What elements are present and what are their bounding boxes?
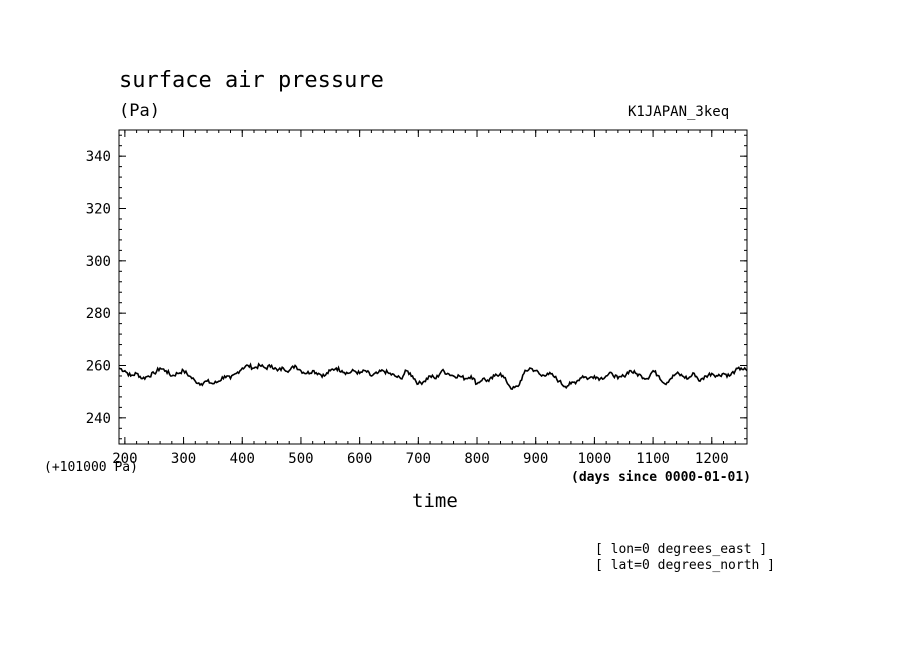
lon-annotation: [ lon=0 degrees_east ] <box>595 542 768 557</box>
y-tick-label: 280 <box>86 306 111 322</box>
axis-ticks <box>119 130 748 444</box>
x-tick-label: 300 <box>171 451 196 467</box>
y-offset-note: (+101000 Pa) <box>44 460 138 475</box>
y-tick-label: 240 <box>86 411 111 427</box>
x-tick-label: 500 <box>288 451 313 467</box>
x-axis-label: time <box>412 490 458 512</box>
x-tick-label: 600 <box>347 451 372 467</box>
lat-annotation: [ lat=0 degrees_north ] <box>595 558 776 573</box>
x-tick-label: 1200 <box>695 451 729 467</box>
x-tick-label: 1000 <box>578 451 612 467</box>
series-line <box>118 362 748 390</box>
plot-frame <box>118 129 748 445</box>
x-tick-label: 400 <box>230 451 255 467</box>
x-tick-label: 800 <box>464 451 489 467</box>
run-label: K1JAPAN_3keq <box>628 104 730 120</box>
x-units-note: (days since 0000-01-01) <box>571 470 752 485</box>
x-tick-label: 1100 <box>636 451 670 467</box>
y-tick-label: 260 <box>86 359 111 375</box>
x-tick-label: 200 <box>112 451 137 467</box>
units-label: (Pa) <box>119 101 160 121</box>
y-tick-labels: 240 260 280 300 320 340 <box>86 149 111 427</box>
x-tick-label: 900 <box>523 451 548 467</box>
x-tick-label: 700 <box>406 451 431 467</box>
y-tick-label: 340 <box>86 149 111 165</box>
y-tick-label: 300 <box>86 254 111 270</box>
y-tick-label: 320 <box>86 202 111 218</box>
x-tick-labels: 200 300 400 500 600 700 800 900 1000 1100 1200 <box>112 451 728 467</box>
chart-title: surface air pressure <box>119 68 384 93</box>
